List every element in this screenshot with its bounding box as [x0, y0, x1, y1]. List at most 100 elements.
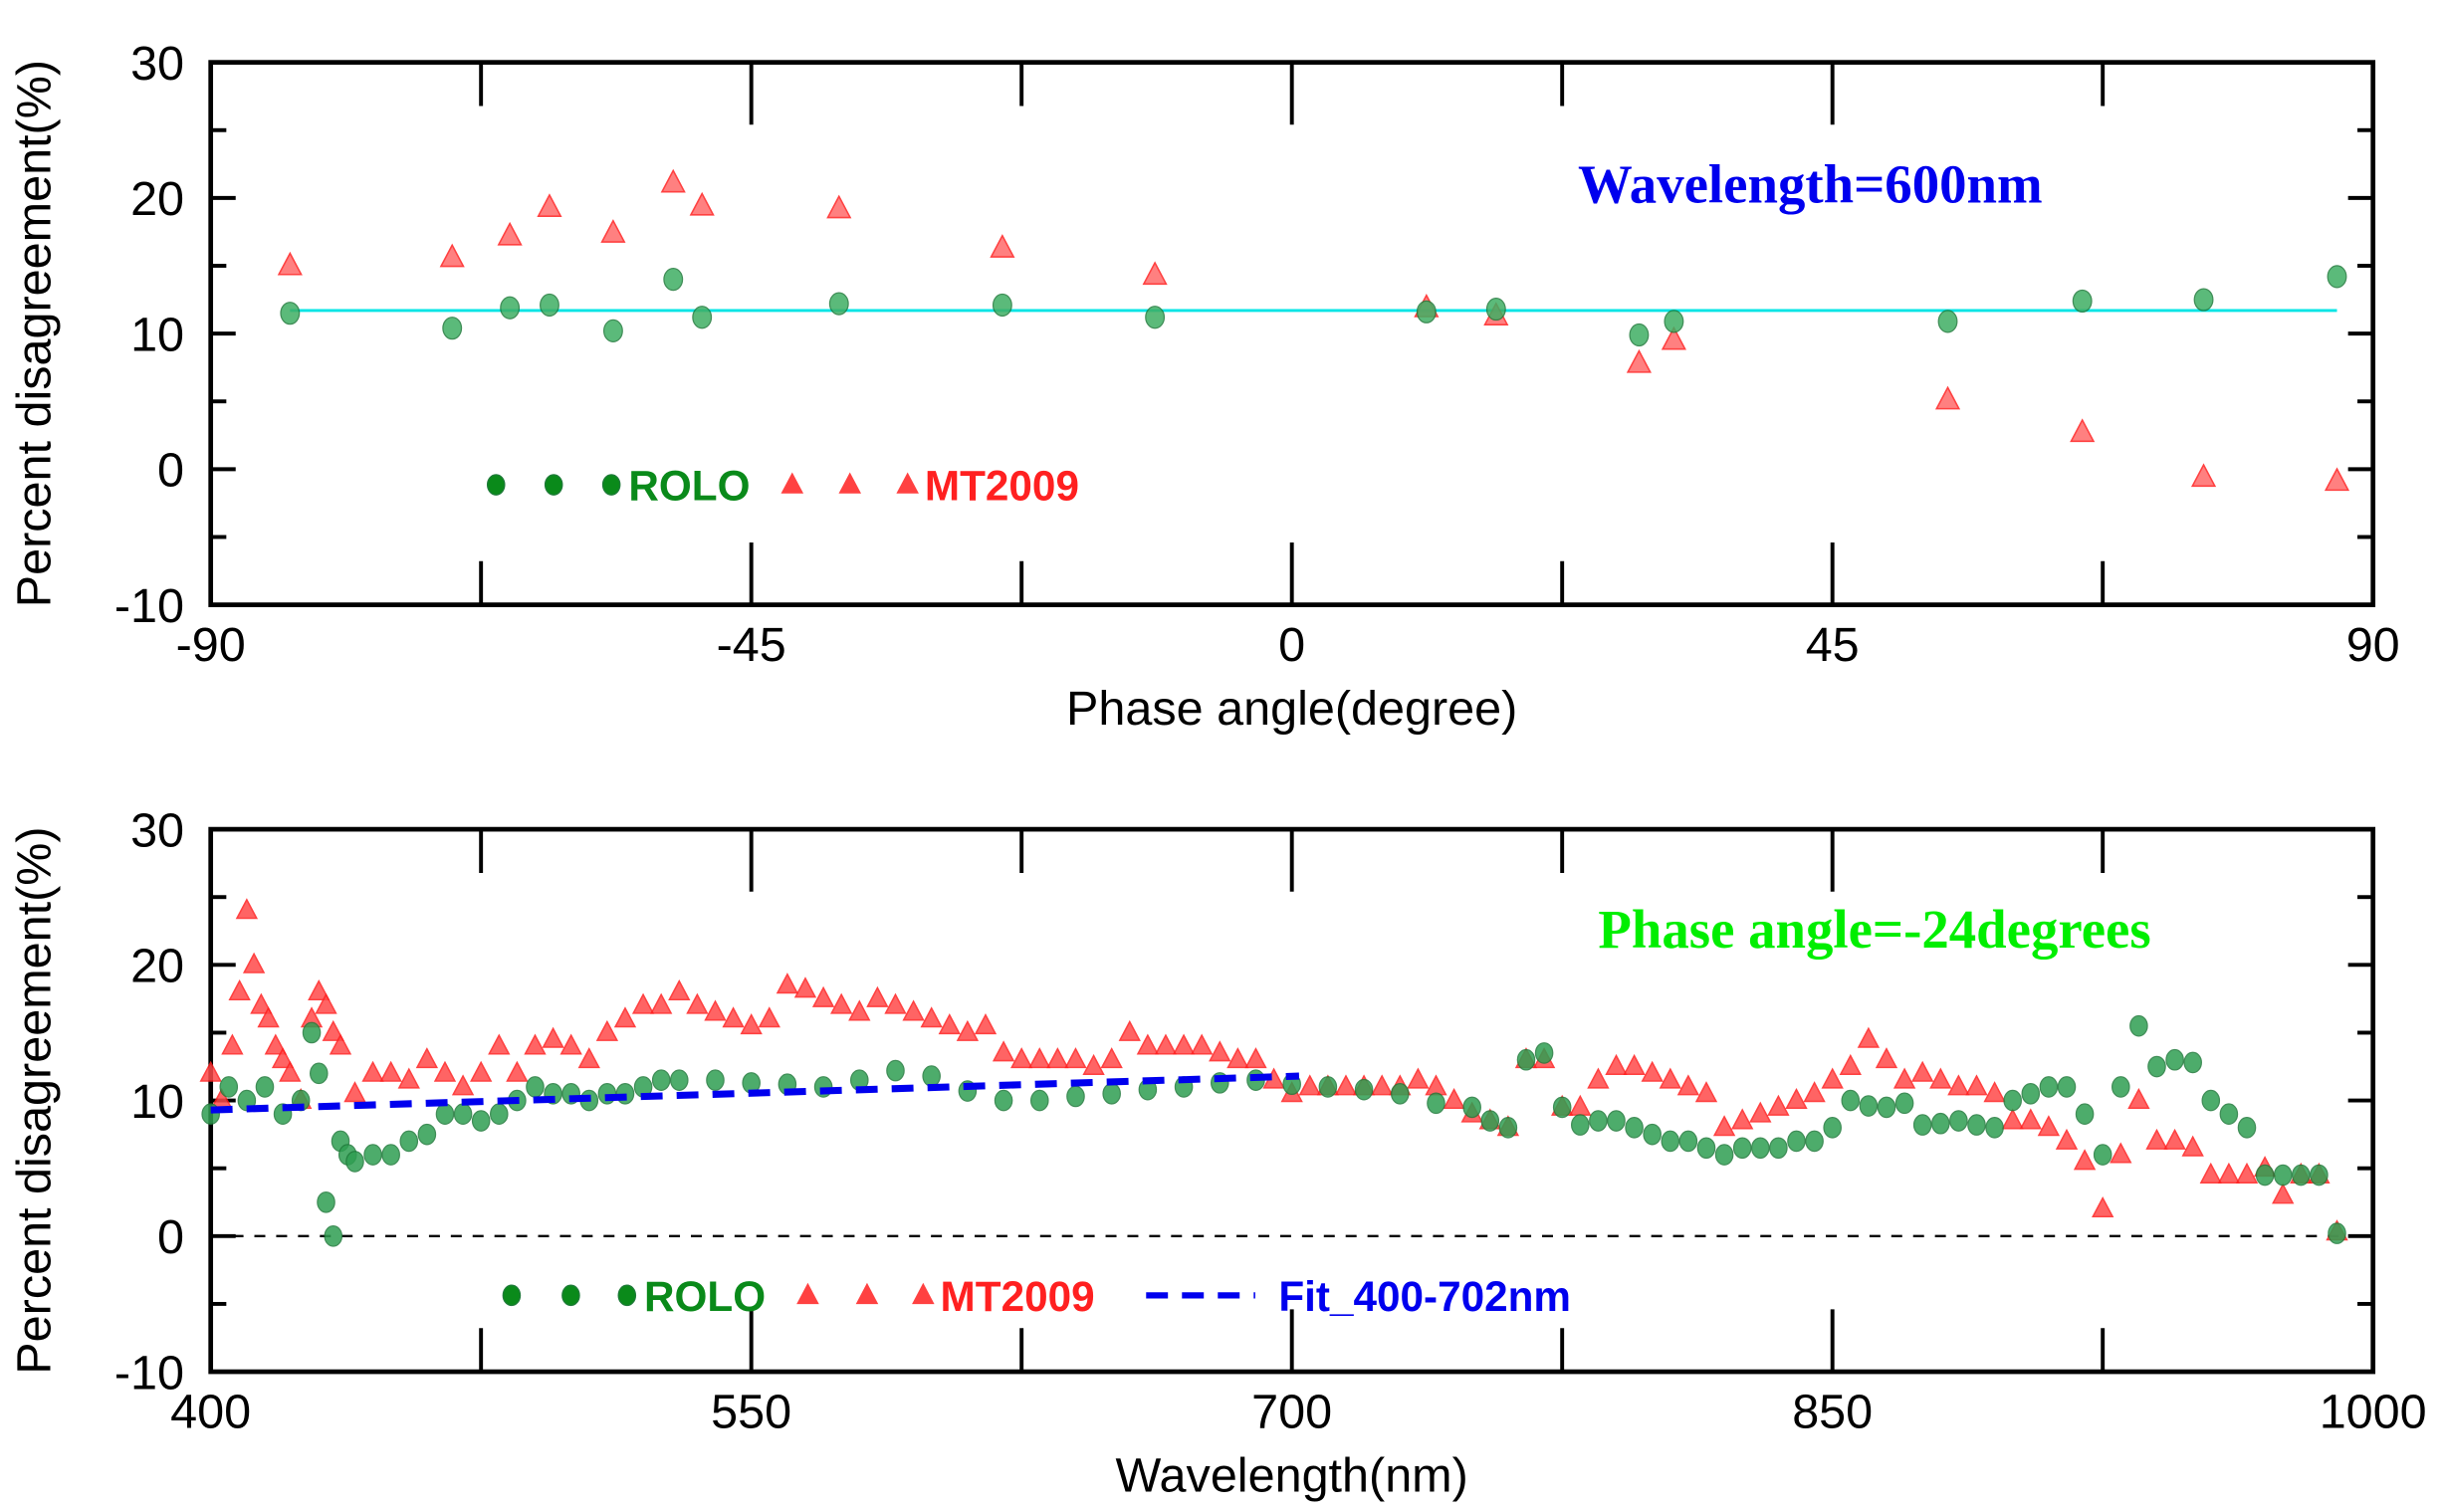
x-tick-label: 550	[711, 1385, 791, 1438]
rolo-point	[2328, 1222, 2346, 1244]
rolo-point	[1912, 1114, 1932, 1136]
mt2009-point	[1605, 1053, 1628, 1075]
mt2009-point	[250, 992, 273, 1014]
mt2009-point	[1407, 1067, 1430, 1089]
rolo-point	[2165, 1048, 2184, 1071]
mt2009-point	[1334, 1074, 1358, 1096]
rolo-point	[1516, 1048, 1536, 1071]
y-tick-label: 10	[130, 1075, 184, 1129]
mt2009-point	[1965, 1074, 1988, 1096]
rolo-point	[1678, 1130, 1698, 1153]
mt2009-point	[660, 168, 686, 193]
y-tick-label: 20	[130, 940, 184, 993]
mt2009-point	[1136, 1033, 1160, 1055]
mt2009-point	[1142, 261, 1168, 286]
y-tick-label: 0	[157, 444, 184, 498]
rolo-point	[992, 293, 1012, 318]
bottom-panel-wavelength: -10 0 10 20 30 400 550 700 850 1000 Wavelength(nm)…	[7, 803, 2426, 1502]
mt2009-point	[740, 1013, 763, 1035]
legend-mt2009-marker	[780, 472, 804, 494]
rolo-point	[1751, 1137, 1770, 1160]
rolo-point	[1823, 1117, 1842, 1139]
mt2009-point	[1947, 1074, 1970, 1096]
mt2009-point	[2110, 1142, 2132, 1164]
rolo-point	[602, 319, 623, 342]
mt2009-point	[329, 1033, 352, 1055]
rolo-point	[2255, 1164, 2275, 1187]
rolo-point	[1145, 306, 1166, 329]
y-tick-label: -10	[114, 1346, 184, 1400]
rolo-point	[1534, 1042, 1554, 1064]
rolo-point	[1949, 1110, 1968, 1132]
legend-rolo-marker	[561, 1284, 580, 1307]
mt2009-point	[902, 999, 925, 1021]
mt2009-point	[577, 1047, 600, 1069]
mt2009-point	[1371, 1074, 1394, 1096]
mt2009-point	[758, 1006, 780, 1028]
mt2009-point	[1911, 1060, 1934, 1082]
rolo-point	[1967, 1114, 1986, 1136]
mt2009-point	[1934, 385, 1961, 410]
x-tick-label: 400	[170, 1385, 251, 1438]
mt2009-point	[506, 1060, 529, 1082]
rolo-point	[1354, 1078, 1374, 1101]
mt2009-point	[470, 1060, 493, 1082]
rolo-point	[2057, 1076, 2077, 1098]
rolo-point	[1894, 1092, 1914, 1115]
mt2009-point	[1712, 1115, 1736, 1137]
rolo-point	[1102, 1082, 1121, 1105]
mt2009-point	[1803, 1081, 1826, 1103]
rolo-point	[302, 1021, 322, 1044]
mt2009-point	[1892, 1067, 1916, 1089]
mt2009-point	[884, 992, 907, 1014]
mt2009-point	[199, 1060, 222, 1082]
mt2009-point	[1064, 1047, 1087, 1069]
mt2009-point	[1569, 1094, 1592, 1116]
y-axis-title: Percent disagreement(%)	[7, 826, 61, 1374]
mt2009-point	[1028, 1047, 1051, 1069]
rolo-point	[453, 1103, 473, 1126]
mt2009-point	[974, 1013, 998, 1035]
mt2009-point	[2190, 463, 2217, 488]
y-tick-label: 30	[130, 37, 184, 91]
mt2009-point	[1154, 1033, 1178, 1055]
rolo-point	[399, 1130, 419, 1153]
rolo-point	[317, 1190, 335, 1213]
mt2009-point	[1244, 1047, 1267, 1069]
mt2009-point	[1857, 1026, 1881, 1048]
annotation-wavelength: Wavelength=600nm	[1578, 154, 2043, 215]
mt2009-point	[1118, 1019, 1141, 1041]
rolo-point	[2273, 1164, 2293, 1187]
mt2009-point	[242, 952, 266, 973]
mt2009-point	[361, 1060, 384, 1082]
y-tick-label: -10	[114, 579, 184, 633]
legend-mt2009-marker	[912, 1282, 935, 1305]
mt2009-point	[613, 1006, 637, 1028]
rolo-point	[417, 1123, 437, 1146]
rolo-point	[1787, 1130, 1806, 1153]
mt2009-point	[343, 1081, 366, 1103]
rolo-point	[2075, 1103, 2095, 1126]
mt2009-point	[537, 193, 562, 217]
mt2009-point	[524, 1033, 547, 1055]
rolo-point	[2039, 1076, 2059, 1098]
rolo-point	[345, 1151, 364, 1173]
mt2009-point	[221, 1033, 244, 1055]
rolo-point	[692, 306, 713, 329]
mt2009-point	[1875, 1047, 1898, 1069]
annotation-phase-angle: Phase angle=-24degrees	[1598, 899, 2150, 960]
rolo-point	[2237, 1117, 2257, 1139]
mt2009-point	[830, 992, 853, 1014]
mt2009-point	[2019, 1108, 2042, 1130]
rolo-point	[2327, 265, 2347, 289]
mt2009-point	[1623, 1053, 1646, 1075]
rolo-point	[471, 1110, 491, 1132]
mt2009-point	[2181, 1135, 2204, 1157]
mt2009-point	[600, 219, 626, 243]
rolo-point	[1769, 1137, 1788, 1160]
rolo-point	[1629, 323, 1650, 347]
mt2009-point	[2092, 1195, 2114, 1218]
mt2009-point	[2037, 1115, 2061, 1137]
mt2009-point	[1100, 1047, 1123, 1069]
